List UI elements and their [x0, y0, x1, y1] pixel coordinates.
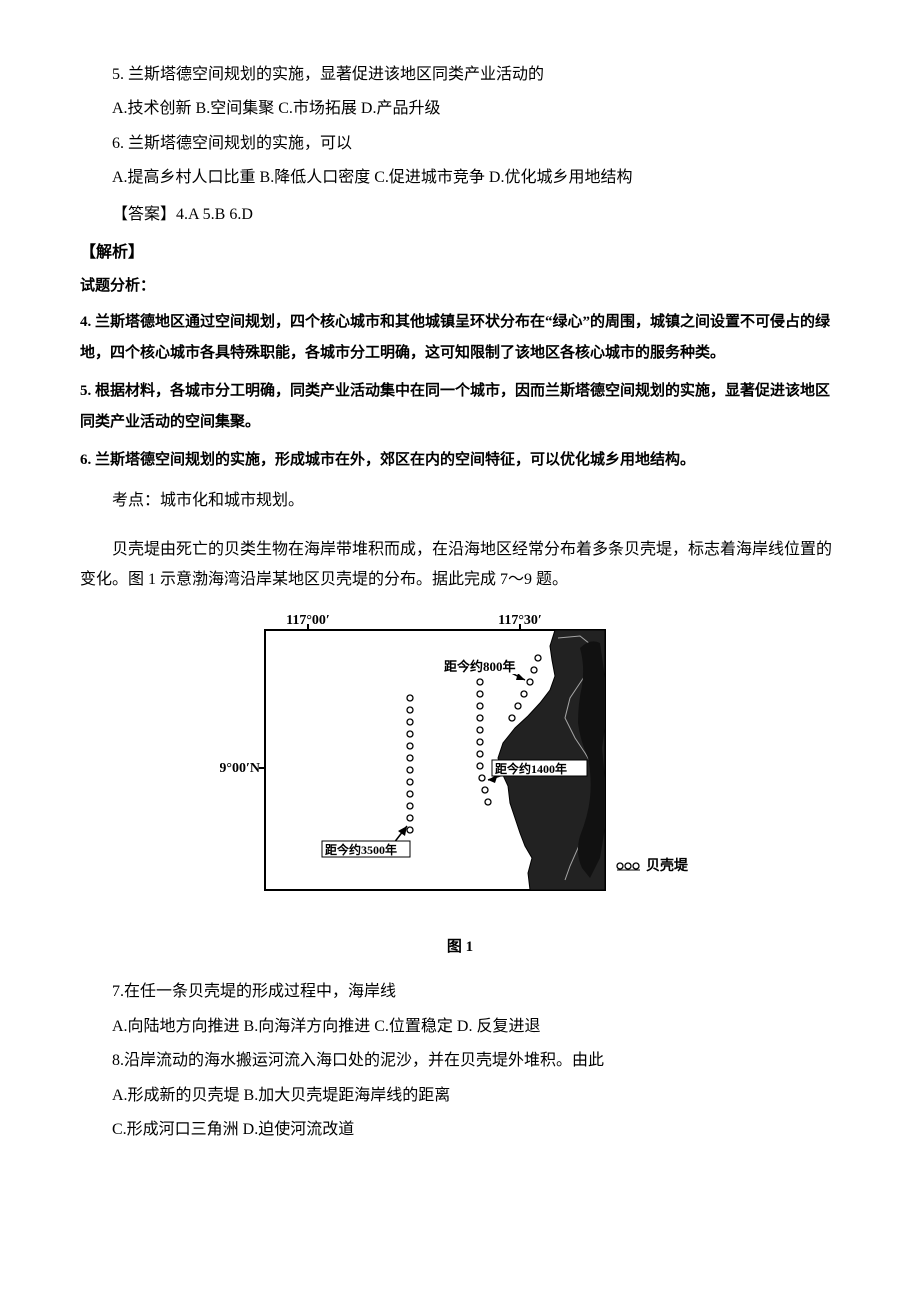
shell-dike-1400 — [477, 667, 491, 805]
exam-point: 考点：城市化和城市规划。 — [80, 486, 840, 516]
analysis-header: 【解析】 — [80, 238, 840, 268]
lat-label: 39°00′N — [220, 761, 260, 776]
label-3500: 距今约3500年 — [325, 842, 397, 857]
q8-options-cd: C.形成河口三角洲 D.迫使河流改道 — [80, 1115, 840, 1145]
q6-options: A.提高乡村人口比重 B.降低人口密度 C.促进城市竞争 D.优化城乡用地结构 — [80, 163, 840, 193]
label-1400: 距今约1400年 — [495, 761, 567, 776]
q7-options: A.向陆地方向推进 B.向海洋方向推进 C.位置稳定 D. 反复进退 — [80, 1012, 840, 1042]
analysis-intro: 试题分析： — [80, 272, 840, 301]
answer-block-1: 【答案】4.A 5.B 6.D — [80, 200, 840, 230]
figure-1-caption: 图 1 — [80, 933, 840, 962]
q7-stem: 7.在任一条贝壳堤的形成过程中，海岸线 — [80, 977, 840, 1007]
q5-stem: 5. 兰斯塔德空间规划的实施，显著促进该地区同类产业活动的 — [80, 60, 840, 90]
shell-dike-3500 — [407, 695, 413, 833]
legend: 贝壳堤 — [617, 857, 689, 874]
q8-stem: 8.沿岸流动的海水搬运河流入海口处的泥沙，并在贝壳堤外堆积。由此 — [80, 1046, 840, 1076]
q8-options-ab: A.形成新的贝壳堤 B.加大贝壳堤距海岸线的距离 — [80, 1081, 840, 1111]
label-800: 距今约800年 — [444, 659, 516, 674]
analysis-item-6: 6. 兰斯塔德空间规划的实施，形成城市在外，郊区在内的空间特征，可以优化城乡用地… — [80, 445, 840, 477]
figure-1-container: 117°00′ 117°30′ 39°00′N — [80, 608, 840, 962]
legend-text: 贝壳堤 — [646, 857, 689, 874]
figure-1-svg: 117°00′ 117°30′ 39°00′N — [220, 608, 700, 918]
analysis-item-4: 4. 兰斯塔德地区通过空间规划，四个核心城市和其他城镇呈环状分布在“绿心”的周围… — [80, 307, 840, 370]
passage-7-9: 贝壳堤由死亡的贝类生物在海岸带堆积而成，在沿海地区经常分布着多条贝壳堤，标志着海… — [80, 535, 840, 596]
q6-stem: 6. 兰斯塔德空间规划的实施，可以 — [80, 129, 840, 159]
analysis-item-5: 5. 根据材料，各城市分工明确，同类产业活动集中在同一个城市，因而兰斯塔德空间规… — [80, 376, 840, 439]
q5-options: A.技术创新 B.空间集聚 C.市场拓展 D.产品升级 — [80, 94, 840, 124]
